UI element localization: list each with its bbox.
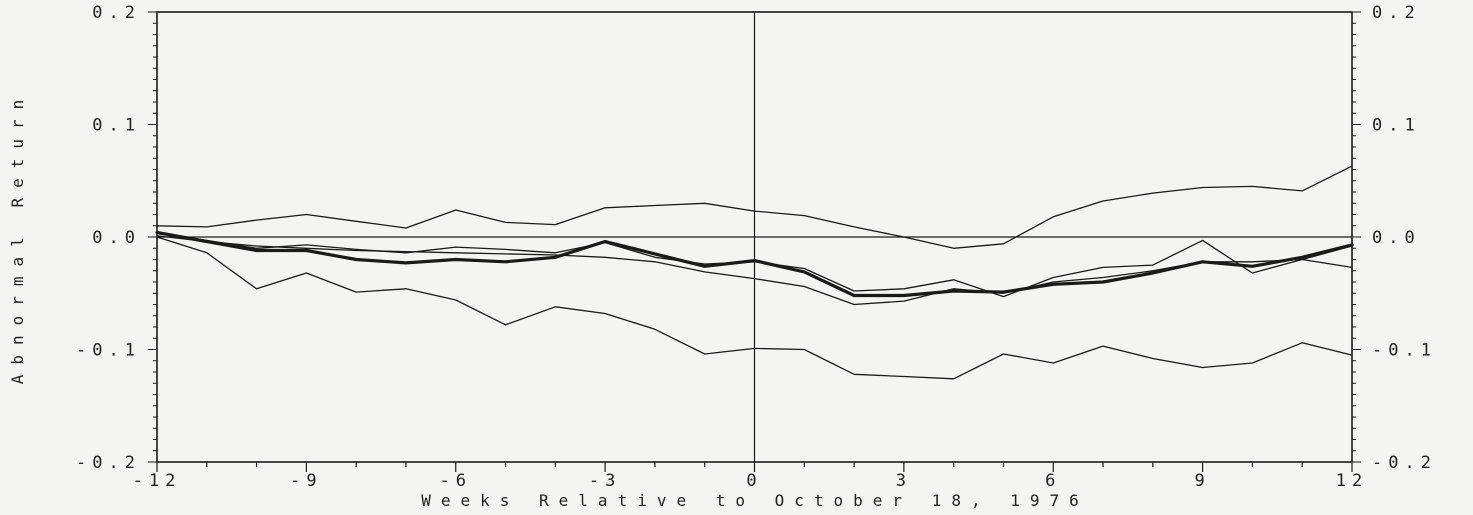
x-tick-label: 12 bbox=[1336, 471, 1368, 491]
reference-lines bbox=[157, 12, 1352, 462]
x-tick-label: -12 bbox=[133, 471, 182, 491]
y-tick-label-left: 0.0 bbox=[92, 228, 141, 248]
series-line-4 bbox=[156, 235, 1353, 306]
x-tick-label: 6 bbox=[1045, 471, 1061, 491]
x-tick-label: -3 bbox=[589, 471, 621, 491]
x-tick-label: 9 bbox=[1195, 471, 1211, 491]
x-tick-label: -9 bbox=[290, 471, 322, 491]
y-tick-label-left: -0.1 bbox=[76, 341, 141, 361]
x-tick-label: 3 bbox=[896, 471, 912, 491]
y-tick-label-left: 0.1 bbox=[92, 116, 141, 136]
series-line-1 bbox=[156, 165, 1353, 249]
series-line-3 bbox=[156, 232, 1353, 298]
y-tick-label-right: -0.1 bbox=[1372, 341, 1437, 361]
x-tick-label: -6 bbox=[440, 471, 472, 491]
y-tick-label-left: -0.2 bbox=[76, 453, 141, 473]
axis-ticks bbox=[148, 11, 1361, 472]
series-line-2 bbox=[155, 230, 1354, 298]
y-tick-label-right: 0.2 bbox=[1372, 3, 1421, 23]
series-line-5 bbox=[156, 236, 1353, 380]
x-axis-label: Weeks Relative to October 18, 1976 bbox=[421, 491, 1089, 510]
y-axis-label: Abnormal Return bbox=[8, 90, 27, 385]
x-tick-label: 0 bbox=[746, 471, 762, 491]
y-tick-label-right: -0.2 bbox=[1372, 453, 1437, 473]
y-tick-label-left: 0.2 bbox=[92, 3, 141, 23]
axis-tick-labels: -12 -9 -6 -3 0 3 6 9 12-0.2 -0.2-0.1 -0.10.0 0.00.1… bbox=[76, 3, 1437, 491]
y-tick-label-right: 0.0 bbox=[1372, 228, 1421, 248]
y-tick-label-right: 0.1 bbox=[1372, 116, 1421, 136]
series-layer bbox=[155, 165, 1354, 380]
